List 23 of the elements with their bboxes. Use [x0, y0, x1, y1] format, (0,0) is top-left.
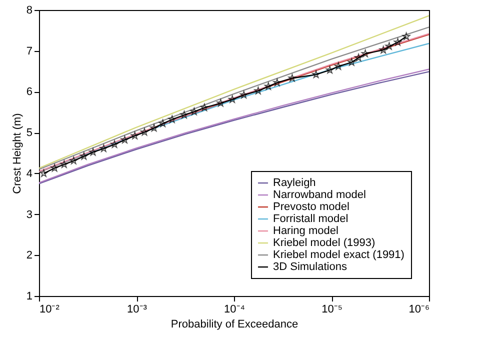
y-tick-label: 6: [26, 86, 32, 98]
y-tick-label: 2: [26, 250, 32, 262]
legend-label: Forristall model: [273, 213, 348, 225]
y-tick-label: 7: [26, 45, 32, 58]
legend-label: Narrowband model: [273, 189, 366, 201]
y-tick-label: 5: [26, 127, 32, 140]
y-tick-label: 1: [26, 290, 32, 302]
y-tick-label: 8: [26, 4, 32, 16]
x-tick-label: 10⁻⁴: [224, 304, 246, 316]
x-tick-label: 10⁻³: [127, 304, 148, 316]
legend-label: Kriebel model (1993): [273, 237, 376, 249]
legend-label: Prevosto model: [273, 201, 350, 213]
x-tick-label: 10⁻⁶: [408, 304, 430, 316]
y-tick-label: 3: [26, 208, 32, 221]
y-axis-title: Crest Height (m): [11, 113, 24, 194]
y-tick-label: 4: [26, 168, 32, 180]
x-axis-title: Probability of Exceedance: [170, 318, 298, 330]
legend-label: 3D Simulations: [273, 261, 348, 273]
x-tick-label: 10⁻²: [40, 304, 60, 316]
legend-label: Kriebel model exact (1991): [273, 249, 404, 261]
x-tick-label: 10⁻⁵: [322, 304, 342, 316]
legend-label: Rayleigh: [273, 177, 316, 189]
legend-label: Haring model: [273, 225, 338, 237]
